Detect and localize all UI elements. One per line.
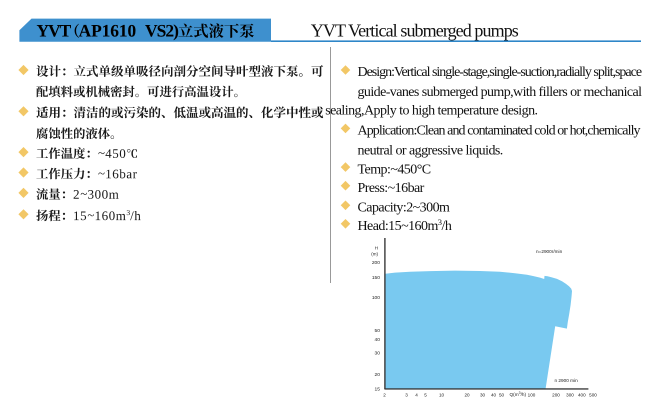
svg-text:20: 20	[464, 392, 470, 397]
svg-text:3: 3	[405, 392, 408, 397]
svg-text:300: 300	[566, 392, 574, 397]
svg-text:10: 10	[439, 392, 445, 397]
svg-text:(m): (m)	[371, 252, 378, 257]
svg-text:H: H	[375, 246, 378, 251]
svg-text:400: 400	[578, 392, 586, 397]
svg-text:50: 50	[375, 328, 381, 334]
svg-text:Press:~16bar: Press:~16bar	[358, 181, 425, 196]
svg-text:guide-vanes submerged pump,wit: guide-vanes submerged pump,with fillers …	[358, 85, 643, 100]
svg-text:150: 150	[372, 275, 380, 281]
svg-text:50: 50	[499, 392, 505, 397]
svg-text:200: 200	[552, 392, 560, 397]
svg-text:15: 15	[375, 387, 381, 393]
svg-text:n 2900 min: n 2900 min	[555, 378, 579, 383]
svg-text:Design:Vertical single-stage,s: Design:Vertical single-stage,single-suct…	[358, 65, 642, 80]
svg-text:n=2900r/min: n=2900r/min	[536, 249, 563, 254]
svg-text:100: 100	[372, 295, 380, 301]
svg-text:20: 20	[375, 372, 381, 378]
svg-text:200: 200	[372, 260, 380, 266]
svg-text:2: 2	[383, 392, 386, 397]
svg-text:YVT Vertical submerged pumps: YVT Vertical submerged pumps	[311, 21, 519, 41]
svg-text:40: 40	[491, 392, 497, 397]
svg-text:30: 30	[375, 351, 381, 357]
svg-text:100: 100	[528, 392, 536, 397]
svg-text:Head:15~160m3/h: Head:15~160m3/h	[358, 217, 452, 234]
svg-text:Q(m3/h): Q(m3/h)	[510, 391, 527, 397]
svg-text:5: 5	[424, 392, 427, 397]
svg-text:Application:Clean and contamin: Application:Clean and contaminated cold …	[358, 124, 641, 139]
svg-text:Capacity:2~300m: Capacity:2~300m	[358, 201, 451, 216]
svg-text:4: 4	[415, 392, 418, 397]
svg-text:Temp:~450°C: Temp:~450°C	[358, 162, 431, 177]
svg-text:sealing,Apply to high temperat: sealing,Apply to high temperature design…	[325, 103, 537, 118]
svg-text:500: 500	[589, 392, 597, 397]
svg-text:40: 40	[375, 337, 381, 343]
svg-text:neutral or aggressive liquids.: neutral or aggressive liquids.	[358, 144, 503, 159]
svg-text:30: 30	[480, 392, 486, 397]
